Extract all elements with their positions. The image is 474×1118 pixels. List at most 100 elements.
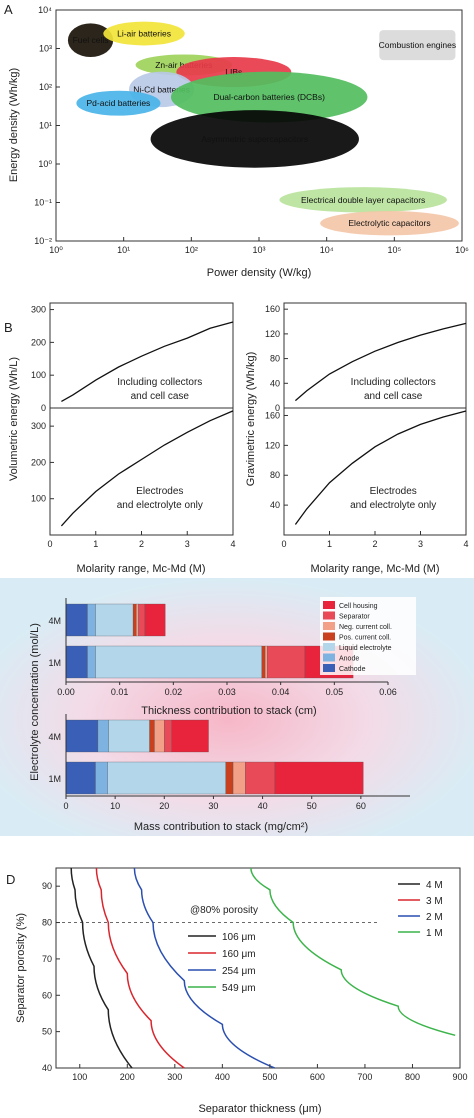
b-ytick-label: 40 xyxy=(270,378,280,388)
thickness-xtick-label: 0.00 xyxy=(57,687,75,697)
panel-letter-d: D xyxy=(6,872,15,887)
b-ytick-label: 80 xyxy=(270,470,280,480)
region-li-air-batteries xyxy=(103,21,185,46)
c-legend-label: Neg. current coll. xyxy=(339,624,392,631)
d-ytick-label: 60 xyxy=(42,990,52,1000)
thickness-bar-4M-neg-current-coll- xyxy=(136,603,139,637)
thickness-bar-4M-anode xyxy=(87,603,96,637)
panel-d-frame xyxy=(55,867,461,1069)
c-legend-swatch xyxy=(323,622,335,630)
a-xtick-label: 10³ xyxy=(252,245,265,255)
d-ytick-label: 90 xyxy=(42,881,52,891)
mass-xtick-label: 60 xyxy=(356,801,366,811)
b-ytick-label: 40 xyxy=(270,500,280,510)
b-xtick-label: 1 xyxy=(93,539,98,549)
panel-c-ylabel: Electrolyte concentration (mol/L) xyxy=(29,623,41,781)
thickness-bar-4M-pos-current-coll- xyxy=(132,603,137,637)
region-fuel-cells xyxy=(67,23,114,58)
d-curve-2M xyxy=(133,867,275,1069)
mass-bar-1M-anode xyxy=(95,761,108,795)
b-curve-top xyxy=(294,322,467,402)
panel-b-right-ylabel: Gravimetric energy (Wh/kg) xyxy=(245,352,257,486)
c-legend-swatch xyxy=(323,653,335,662)
panel-b-left-ylabel: Volumetric energy (Wh/L) xyxy=(8,357,20,481)
reference-line-label: @80% porosity xyxy=(190,905,258,916)
mass-category-label: 4M xyxy=(48,732,61,742)
region-label-combustion-engines: Combustion engines xyxy=(379,40,457,50)
c-legend-label: Pos. current coll. xyxy=(339,635,391,642)
b-xtick-label: 2 xyxy=(372,539,377,549)
a-ytick-label: 10³ xyxy=(39,44,52,54)
panel-b-right-xlabel: Molarity range, Mc-Md (M) xyxy=(311,563,440,575)
region-pd-acid-batteries xyxy=(76,90,161,116)
panel-d-xlabel: Separator thickness (μm) xyxy=(198,1103,321,1115)
region-asymmetric-supercapacitors xyxy=(150,110,359,168)
b-bottom-label-line1: Electrodes xyxy=(136,486,183,497)
thickness-category-label: 4M xyxy=(48,616,61,626)
c-legend-label: Cell housing xyxy=(339,603,378,610)
mass-xtick-label: 0 xyxy=(63,801,68,811)
b-xtick-label: 2 xyxy=(139,539,144,549)
b-ytick-label: 160 xyxy=(265,304,280,314)
panel-letter-b: B xyxy=(4,320,13,335)
mass-bar-4M-liquid-electrolyte xyxy=(108,719,150,753)
region-label-pd-acid-batteries: Pd-acid batteries xyxy=(87,98,151,108)
mass-bar-1M-cathode xyxy=(65,761,96,795)
panel-d: 100 200 300 400 500 600 700 800 900 40 50 60 70 80 90 4… xyxy=(15,867,468,1115)
region-label-asymmetric-supercapacitors: Asymmetric supercapacitors xyxy=(201,134,308,144)
mass-bar-1M-pos-current-coll- xyxy=(225,761,234,795)
mass-xtick-label: 50 xyxy=(307,801,317,811)
d-xtick-label: 900 xyxy=(452,1072,467,1082)
b-bottom-label-line2: and electrolyte only xyxy=(350,500,436,511)
b-top-label-line1: Including collectors xyxy=(351,377,436,388)
a-ytick-label: 10⁴ xyxy=(38,5,52,15)
thickness-bar-1M-liquid-electrolyte xyxy=(95,645,263,679)
a-xtick-label: 10¹ xyxy=(117,245,130,255)
mass-category-label: 1M xyxy=(48,774,61,784)
panel-d-ylabel: Separator porosity (%) xyxy=(15,913,27,1023)
b-ytick-label: 0 xyxy=(275,403,280,413)
panel-b-left: 0 100 200 300 100 200 300 0 1 2 3 4 Including collec… xyxy=(8,302,236,575)
a-xtick-label: 10⁰ xyxy=(49,245,63,255)
b-xtick-label: 0 xyxy=(47,539,52,549)
a-ytick-label: 10⁻² xyxy=(34,236,52,246)
b-curve-top xyxy=(61,321,234,402)
a-xtick-label: 10² xyxy=(185,245,198,255)
mass-bar-4M-anode xyxy=(97,719,109,753)
mass-xtick-label: 40 xyxy=(258,801,268,811)
d-xtick-label: 200 xyxy=(120,1072,135,1082)
b-ytick-label: 160 xyxy=(265,410,280,420)
thickness-bar-4M-separator xyxy=(138,603,146,637)
b-ytick-label: 300 xyxy=(31,421,46,431)
region-dual-carbon-batteries-dcbs xyxy=(170,71,368,123)
b-curve-bottom xyxy=(60,410,234,527)
b-ytick-label: 120 xyxy=(265,440,280,450)
mass-bar-1M-cell-housing xyxy=(274,761,364,795)
c-legend-swatch xyxy=(323,611,335,620)
panel-a-xlabel: Power density (W/kg) xyxy=(207,267,312,279)
region-electrolytic-capacitors xyxy=(320,211,459,236)
d-porosity-label: 254 μm xyxy=(222,966,256,977)
d-ytick-label: 80 xyxy=(42,918,52,928)
b-top-label-line2: and cell case xyxy=(131,391,190,402)
b-xtick-label: 4 xyxy=(230,539,235,549)
thickness-bar-1M-pos-current-coll- xyxy=(261,645,266,679)
thickness-bar-4M-cell-housing xyxy=(144,603,166,637)
c-legend-swatch xyxy=(323,664,335,672)
panel-a-ylabel: Energy density (Wh/kg) xyxy=(8,68,20,182)
mass-bar-4M-neg-current-coll- xyxy=(154,719,165,753)
b-top-label-line2: and cell case xyxy=(364,391,423,402)
d-xtick-label: 700 xyxy=(357,1072,372,1082)
a-ytick-label: 10¹ xyxy=(39,121,52,131)
mass-xtick-label: 30 xyxy=(208,801,218,811)
b-xtick-label: 3 xyxy=(418,539,423,549)
region-combustion-engines xyxy=(379,30,456,61)
panel-d-content: 100 200 300 400 500 600 700 800 900 40 50 60 70 80 90 4… xyxy=(42,867,468,1082)
b-top-label-line1: Including collectors xyxy=(117,377,202,388)
mass-bar-4M-cathode xyxy=(65,719,99,753)
thickness-xtick-label: 0.02 xyxy=(165,687,183,697)
